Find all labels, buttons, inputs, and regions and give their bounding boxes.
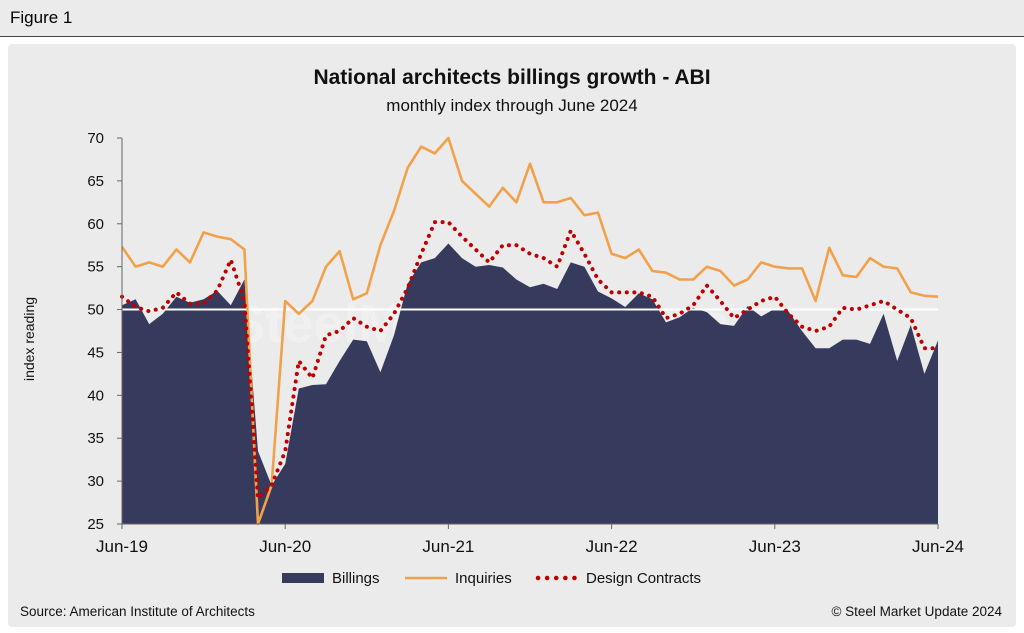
chart-title: National architects billings growth - AB…	[313, 66, 710, 89]
legend-swatch-billings	[282, 573, 324, 583]
source-note: Source: American Institute of Architects	[20, 604, 255, 619]
x-tick-label-jun-24: Jun-24	[912, 537, 964, 556]
y-tick-label-55: 55	[87, 259, 104, 276]
figure-header: Figure 1	[0, 0, 1024, 37]
legend: Billings Inquiries Design Contracts	[282, 570, 701, 587]
y-tick-label-25: 25	[87, 516, 104, 533]
x-tick-label-jun-22: Jun-22	[586, 537, 638, 556]
series-design-contracts-line	[120, 220, 940, 503]
y-axis-label: index reading	[21, 297, 37, 381]
credit-note: © Steel Market Update 2024	[831, 604, 1002, 619]
chart-subtitle: monthly index through June 2024	[386, 96, 637, 115]
y-tick-label-45: 45	[87, 344, 104, 361]
x-tick-label-jun-19: Jun-19	[96, 537, 148, 556]
legend-label-billings: Billings	[332, 570, 380, 587]
series-billings-area	[122, 243, 938, 524]
y-tick-label-40: 40	[87, 387, 104, 404]
y-tick-label-30: 30	[87, 473, 104, 490]
plot-area: 25 30 35 40 45 50 55 60 65 70 Jun-19 Jun-20 Jun-21 Ju…	[87, 130, 964, 556]
x-tick-label-jun-21: Jun-21	[422, 537, 474, 556]
y-tick-label-70: 70	[87, 130, 104, 147]
y-tick-label-60: 60	[87, 216, 104, 233]
y-tick-label-65: 65	[87, 173, 104, 190]
y-tick-label-35: 35	[87, 430, 104, 447]
figure-label: Figure 1	[10, 8, 73, 27]
legend-label-inquiries: Inquiries	[455, 570, 512, 587]
x-tick-label-jun-23: Jun-23	[749, 537, 801, 556]
x-tick-label-jun-20: Jun-20	[259, 537, 311, 556]
y-tick-label-50: 50	[87, 302, 104, 319]
legend-label-design-contracts: Design Contracts	[586, 570, 701, 587]
